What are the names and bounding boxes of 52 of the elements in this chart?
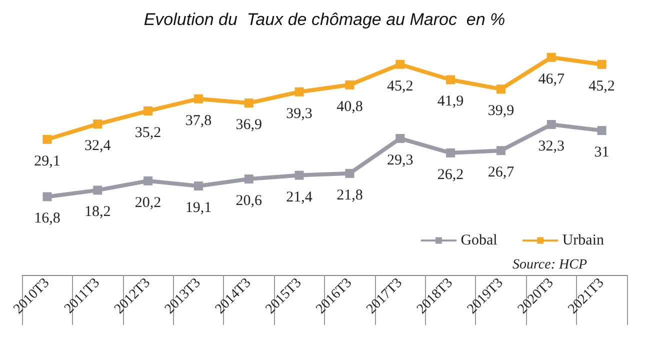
chart-title: Evolution du Taux de chômage au Maroc en % [144,10,506,29]
data-label: 36,9 [236,117,262,134]
point [496,84,506,94]
data-label: 19,1 [185,200,212,216]
point [42,192,52,202]
data-label: 32,3 [538,138,564,154]
point [597,60,606,69]
data-label: 40,8 [336,98,363,115]
data-label: 45,2 [387,78,414,94]
source-note: Source: HCP [512,258,588,272]
point [144,106,153,116]
point [446,75,456,84]
data-label: 46,7 [538,71,565,88]
data-label: 39,3 [286,106,312,122]
data-label: 26,2 [437,166,464,183]
data-label: 20,2 [134,194,162,211]
point [345,168,354,178]
point [42,134,52,144]
point [194,181,203,190]
point [496,146,506,156]
point [294,170,304,180]
legend-label: Gobal [460,232,498,248]
data-label: 29,1 [34,153,60,170]
data-label: 29,3 [387,152,414,168]
data-label: 26,7 [488,164,515,181]
data-label: 31 [594,144,610,161]
data-label: 41,9 [437,94,464,110]
point [244,98,254,108]
point [546,120,556,129]
data-label: 21,8 [336,187,363,204]
point [546,52,556,62]
data-label: 39,9 [488,103,514,120]
point [294,87,304,96]
point [396,134,405,143]
legend-label: Urbain [562,232,604,248]
point [446,148,456,158]
data-label: 37,8 [185,112,212,129]
data-label: 20,6 [236,193,262,210]
data-label: 18,2 [84,204,111,220]
data-label: 21,4 [286,189,313,206]
point [244,174,254,184]
data-label: 45,2 [588,78,615,94]
point [144,176,153,186]
data-label: 32,4 [84,138,112,154]
data-label: 16,8 [34,210,60,227]
point [93,120,102,129]
point [194,94,203,104]
point [345,80,354,90]
point [597,126,606,136]
point [396,60,405,69]
point [93,186,102,195]
data-label: 35,2 [134,124,162,141]
